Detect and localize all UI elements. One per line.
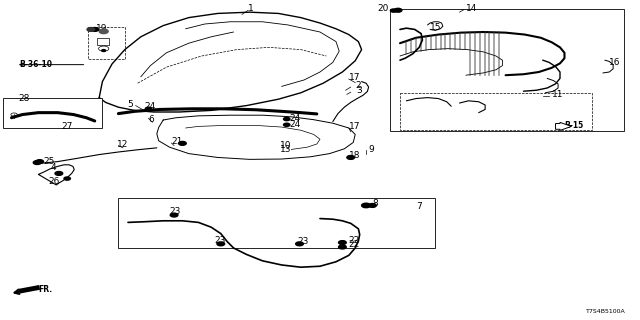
Circle shape [179,141,186,145]
Text: 13: 13 [280,145,292,154]
Text: 15: 15 [430,23,442,32]
Text: 4: 4 [51,163,56,172]
Circle shape [36,160,44,164]
Text: 17: 17 [349,73,361,82]
Bar [400,93,592,130]
Bar [390,9,624,131]
Text: T7S4B5100A: T7S4B5100A [586,308,626,314]
Text: 23: 23 [298,237,309,246]
Text: 28: 28 [18,94,29,103]
Text: 18: 18 [349,151,361,160]
Text: 26: 26 [48,177,60,186]
Text: 8: 8 [372,199,378,208]
Bar [3,98,102,128]
Circle shape [362,203,371,208]
Circle shape [339,245,346,249]
Text: 9: 9 [368,145,374,154]
Text: 14: 14 [466,4,477,13]
Circle shape [284,123,290,126]
Circle shape [91,28,99,31]
Text: 7: 7 [416,202,422,211]
Text: 22: 22 [349,236,360,245]
FancyArrow shape [556,123,572,131]
Text: 3: 3 [356,86,362,95]
Text: 2: 2 [356,81,362,90]
Text: 5: 5 [127,100,133,109]
Circle shape [390,9,397,12]
Text: FR.: FR. [38,285,52,294]
Text: 11: 11 [552,90,563,99]
Text: 20: 20 [378,4,389,13]
Circle shape [33,161,41,164]
Text: 21: 21 [172,137,183,146]
Circle shape [369,204,376,207]
Circle shape [55,172,63,175]
Text: 12: 12 [116,140,128,148]
Text: 23: 23 [214,236,226,245]
Circle shape [64,177,70,180]
Circle shape [394,8,402,12]
Circle shape [87,28,95,31]
Text: 25: 25 [44,157,55,166]
Text: 6: 6 [148,115,154,124]
Circle shape [217,242,225,246]
Text: 24: 24 [144,102,156,111]
Circle shape [170,213,178,217]
Text: 16: 16 [609,58,621,67]
Text: B-15: B-15 [564,121,584,130]
Bar [97,38,109,45]
Text: 23: 23 [170,207,181,216]
Circle shape [296,242,303,246]
Text: B-36-10: B-36-10 [19,60,52,69]
Text: 1: 1 [248,4,253,13]
Bar [118,198,435,248]
Circle shape [339,241,346,244]
Text: 27: 27 [61,122,73,131]
Text: 24: 24 [289,120,301,129]
Circle shape [347,156,355,159]
Circle shape [102,50,106,52]
Text: 24: 24 [289,114,301,123]
Bar [88,27,125,59]
Text: 10: 10 [280,141,292,150]
Text: 22: 22 [349,240,360,249]
Circle shape [284,117,290,121]
Text: 17: 17 [349,122,361,131]
Circle shape [145,107,152,110]
Circle shape [99,29,108,34]
Text: 19: 19 [96,24,108,33]
